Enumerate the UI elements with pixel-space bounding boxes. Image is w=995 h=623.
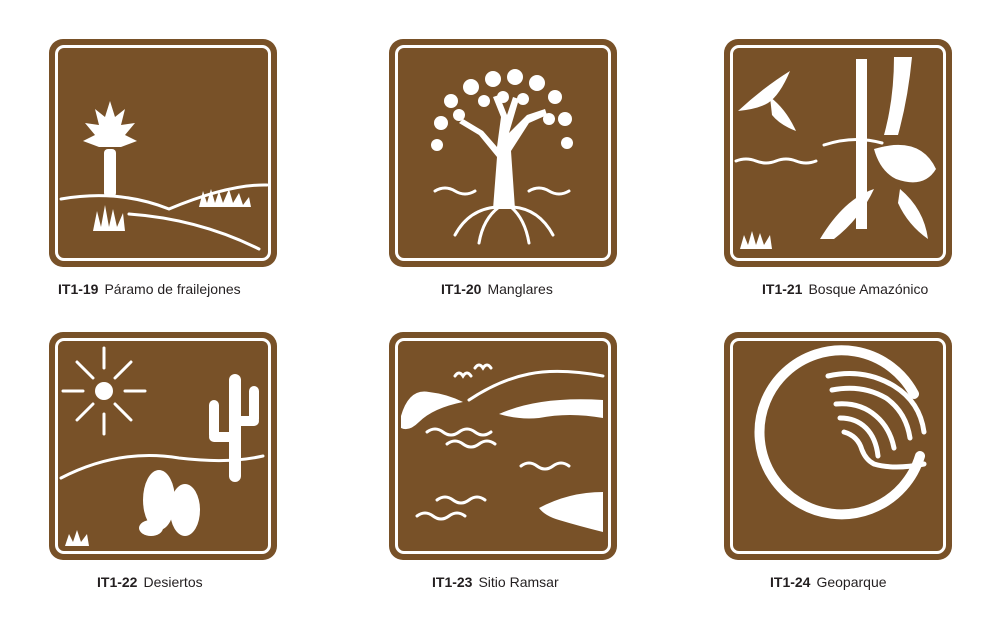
sign-code: IT1-22 [97,574,138,590]
sign-geoparque [724,332,952,560]
sign-name: Páramo de frailejones [104,281,241,297]
sign-code: IT1-19 [58,281,99,297]
sign-code: IT1-24 [770,574,811,590]
geopark-icon [754,345,927,520]
wetland-icon [401,363,605,532]
sign-caption: IT1-22 Desiertos [97,574,203,590]
sign-name: Bosque Amazónico [808,281,929,297]
sign-caption: IT1-21 Bosque Amazónico [762,281,928,297]
sign-desiertos [49,332,277,560]
sign-name: Desiertos [143,574,203,590]
sign-caption: IT1-23 Sitio Ramsar [432,574,559,590]
frailejon-icon [59,101,269,251]
sign-paramo-frailejones [49,39,277,267]
sign-caption: IT1-19 Páramo de frailejones [58,281,241,297]
sign-name: Sitio Ramsar [478,574,559,590]
mangrove-tree-icon [431,69,573,245]
sign-bosque-amazonico [724,39,952,267]
desert-cactus-icon [59,346,265,546]
amazon-forest-icon [734,57,936,249]
sign-code: IT1-20 [441,281,482,297]
sign-name: Manglares [487,281,553,297]
sign-name: Geoparque [816,574,887,590]
sign-code: IT1-21 [762,281,803,297]
sign-code: IT1-23 [432,574,473,590]
sign-caption: IT1-24 Geoparque [770,574,887,590]
sign-sitio-ramsar [389,332,617,560]
sign-caption: IT1-20 Manglares [441,281,553,297]
sign-manglares [389,39,617,267]
